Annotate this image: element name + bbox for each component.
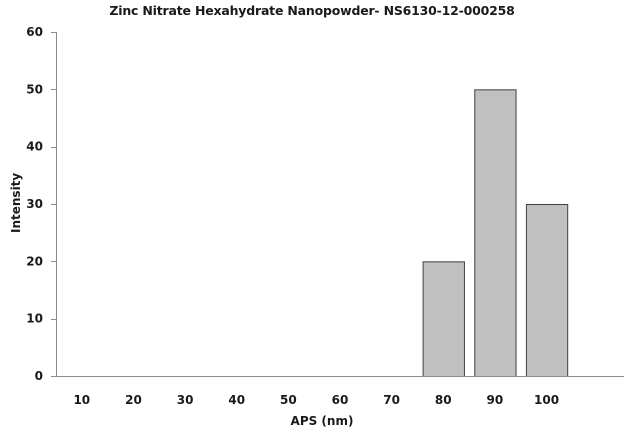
- y-tick-label: 10: [26, 312, 43, 326]
- x-tick-label: 80: [435, 393, 452, 407]
- y-tick-label: 40: [26, 140, 43, 154]
- y-tick-label: 30: [26, 197, 43, 211]
- x-tick-label: 90: [487, 393, 504, 407]
- bar: [525, 204, 569, 377]
- bar: [474, 89, 517, 377]
- x-tick-label: 50: [280, 393, 297, 407]
- y-tick-label: 60: [26, 25, 43, 39]
- y-tick-label: 50: [26, 82, 43, 96]
- x-tick-label: 100: [534, 393, 559, 407]
- y-tick-label: 20: [26, 254, 43, 268]
- x-axis-label: APS (nm): [290, 414, 354, 428]
- bar: [422, 261, 465, 378]
- x-tick-label: 10: [73, 393, 90, 407]
- chart-title: Zinc Nitrate Hexahydrate Nanopowder- NS6…: [109, 3, 515, 18]
- x-tick-label: 30: [177, 393, 194, 407]
- y-tick-label: 0: [35, 369, 43, 383]
- x-tick-label: 20: [125, 393, 142, 407]
- x-tick-label: 70: [383, 393, 400, 407]
- x-tick-label: 60: [332, 393, 349, 407]
- x-tick-label: 40: [228, 393, 245, 407]
